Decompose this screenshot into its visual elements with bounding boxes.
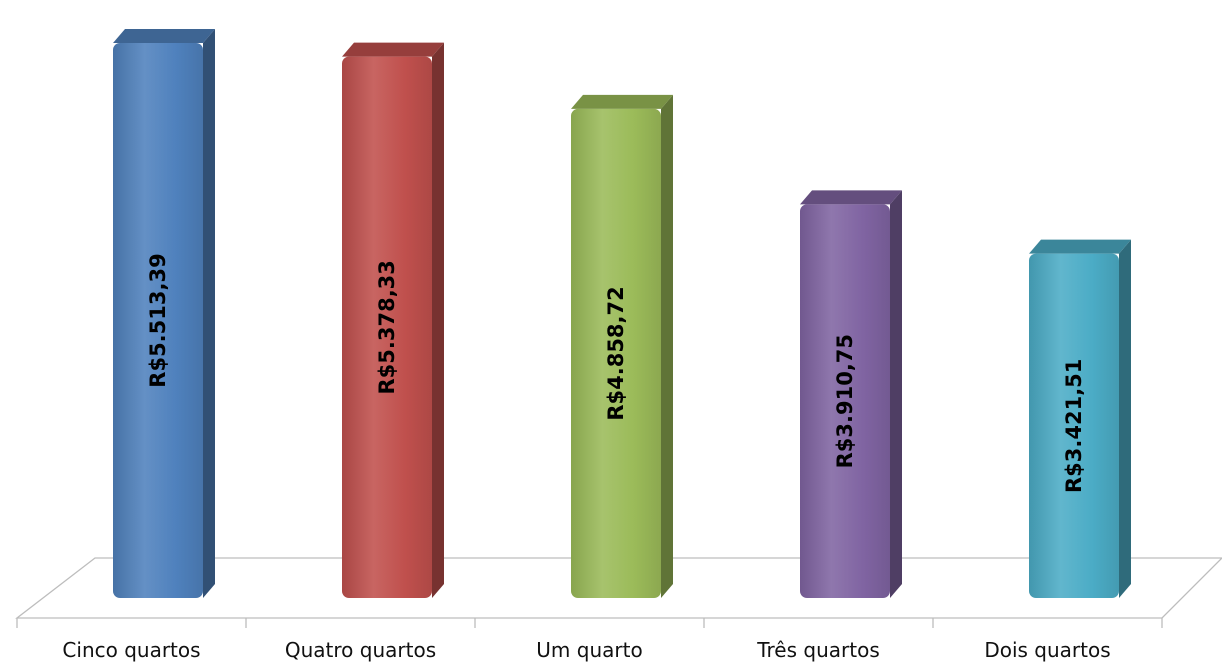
bar-front-face bbox=[342, 56, 432, 598]
data-label: R$5.513,39 bbox=[146, 253, 170, 387]
bar-front-face bbox=[800, 204, 890, 598]
x-axis-label: Um quarto bbox=[536, 638, 642, 662]
bar-side-face bbox=[432, 42, 444, 598]
bar-side-face bbox=[203, 29, 215, 598]
bar-1 bbox=[113, 29, 215, 598]
bar-top-face bbox=[1029, 239, 1131, 254]
data-label: R$3.910,75 bbox=[833, 334, 857, 468]
bar-top-face bbox=[113, 29, 215, 43]
bar-front-face bbox=[113, 43, 203, 598]
bar-front-face bbox=[571, 108, 661, 599]
labels-group: R$5.513,39 Cinco quartos R$5.378,33 Quatro … bbox=[62, 253, 1110, 662]
x-axis-label: Três quartos bbox=[756, 638, 880, 662]
data-label: R$5.378,33 bbox=[375, 260, 399, 394]
bars-group bbox=[113, 29, 1131, 599]
bar-4 bbox=[800, 190, 902, 598]
bar-side-face bbox=[661, 94, 673, 599]
bar-side-face bbox=[890, 190, 902, 598]
x-axis-label: Quatro quartos bbox=[285, 638, 436, 662]
bar-top-face bbox=[800, 190, 902, 205]
bar-5 bbox=[1029, 239, 1131, 598]
bar-top-face bbox=[342, 42, 444, 57]
bar-3 bbox=[571, 94, 673, 599]
bar-side-face bbox=[1119, 239, 1131, 598]
bar-top-face bbox=[571, 94, 673, 109]
bar-2 bbox=[342, 42, 444, 598]
data-label: R$3.421,51 bbox=[1062, 359, 1086, 493]
data-label: R$4.858,72 bbox=[604, 286, 628, 420]
x-axis-label: Dois quartos bbox=[984, 638, 1110, 662]
x-axis-label: Cinco quartos bbox=[62, 638, 200, 662]
bar-front-face bbox=[1029, 253, 1119, 598]
